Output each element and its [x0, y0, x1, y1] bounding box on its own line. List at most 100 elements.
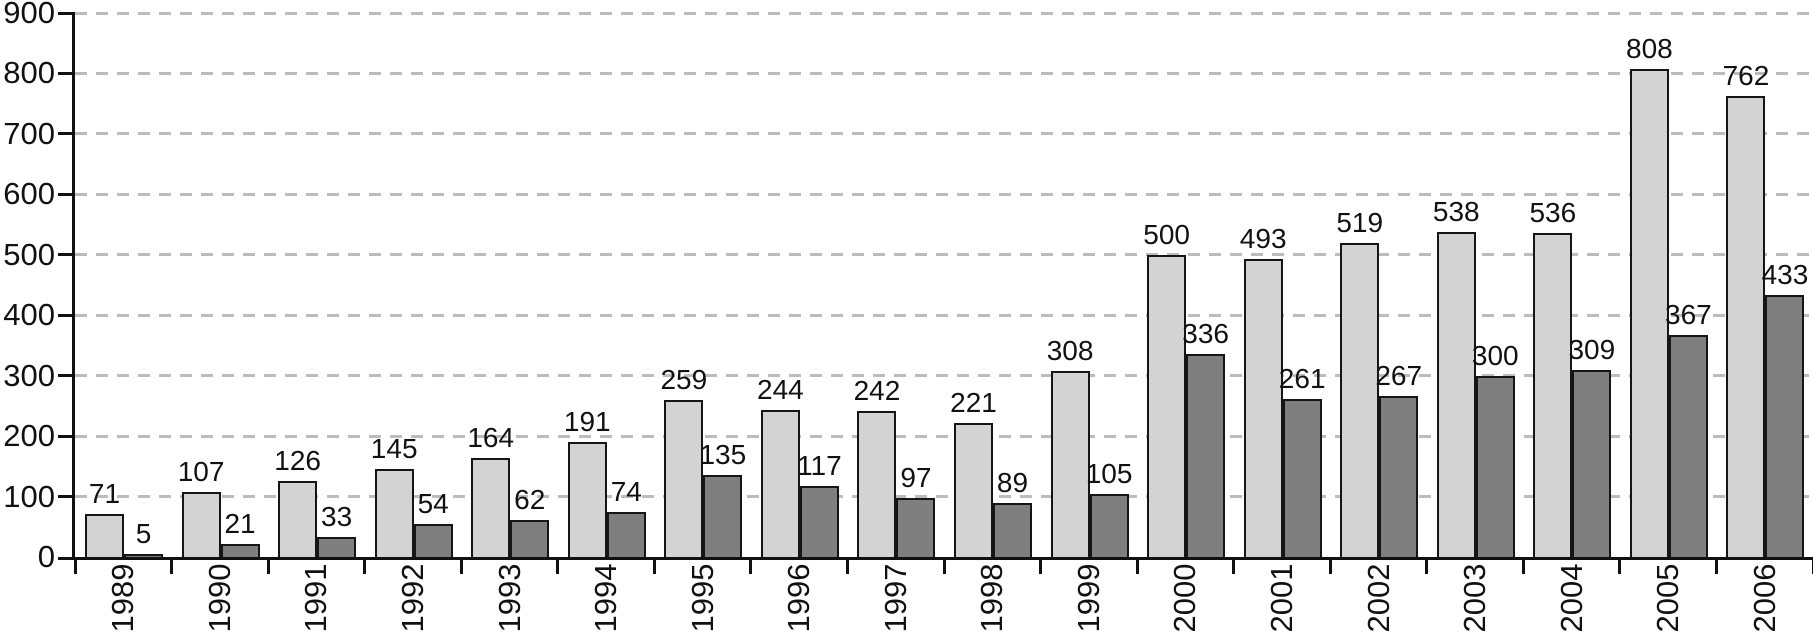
- bar-light-gray-series: [1050, 371, 1090, 557]
- x-axis-tick: [1328, 560, 1332, 574]
- bar-light-gray-series: [567, 442, 607, 557]
- y-tick-label: 100: [3, 478, 55, 514]
- x-tick-label: 2004: [1553, 563, 1589, 633]
- bar-light-gray-series: [664, 400, 704, 557]
- bar-value-label: 62: [514, 484, 546, 515]
- x-tick-label: 1992: [394, 563, 430, 633]
- bar-value-label: 117: [797, 450, 842, 481]
- bar-value-label: 367: [1665, 299, 1712, 330]
- bar-value-label: 308: [1046, 335, 1094, 366]
- bar-light-gray-series: [181, 492, 221, 557]
- gridline: [75, 132, 1813, 136]
- bar-dark-gray-series: [124, 554, 163, 557]
- x-axis-tick: [1425, 560, 1429, 574]
- bar-value-label: 74: [610, 476, 642, 507]
- bar-light-gray-series: [760, 410, 800, 557]
- y-axis-tick: [58, 374, 75, 378]
- gridline: [75, 434, 1813, 438]
- bar-value-label: 259: [660, 364, 708, 395]
- bar-dark-gray-series: [1186, 354, 1226, 557]
- bar-dark-gray-series: [317, 537, 357, 557]
- bar-light-gray-series: [1436, 232, 1476, 557]
- bar-value-label: 145: [370, 433, 418, 464]
- y-tick-label: 500: [3, 236, 55, 272]
- bar-dark-gray-series: [1475, 376, 1515, 557]
- x-tick-label: 1995: [684, 563, 720, 633]
- x-tick-label: 1997: [877, 563, 913, 633]
- bar-value-label: 493: [1239, 223, 1287, 254]
- bar-value-label: 538: [1432, 196, 1480, 227]
- x-axis-tick: [1618, 560, 1622, 574]
- bar-value-label: 21: [224, 508, 256, 539]
- x-axis-tick: [1811, 560, 1813, 574]
- bar-value-label: 261: [1278, 363, 1326, 394]
- bar-dark-gray-series: [993, 503, 1032, 557]
- bar-dark-gray-series: [606, 512, 646, 557]
- bar-dark-gray-series: [1668, 335, 1708, 557]
- bar-light-gray-series: [1340, 243, 1380, 557]
- bar-value-label: 336: [1182, 318, 1229, 349]
- x-tick-label: 2002: [1360, 563, 1396, 633]
- x-axis-tick: [459, 560, 463, 574]
- x-axis-tick: [266, 560, 270, 574]
- gridline: [75, 495, 1813, 499]
- bar-dark-gray-series: [896, 498, 936, 557]
- bar-dark-gray-series: [413, 524, 453, 557]
- bar-dark-gray-series: [1765, 295, 1805, 557]
- bar-value-label: 519: [1336, 207, 1384, 238]
- x-tick-label: 1998: [974, 563, 1010, 633]
- bar-light-gray-series: [85, 514, 124, 557]
- bar-light-gray-series: [954, 423, 993, 557]
- bar-light-gray-series: [1533, 233, 1573, 557]
- bar-light-gray-series: [1147, 255, 1187, 557]
- bar-dark-gray-series: [510, 520, 550, 557]
- bar-dark-gray-series: [1572, 370, 1612, 557]
- bar-dark-gray-series: [1089, 494, 1129, 557]
- bar-dark-gray-series: [703, 475, 743, 557]
- bar-value-label: 105: [1085, 458, 1133, 489]
- bar-value-label: 89: [996, 467, 1029, 498]
- y-tick-label: 200: [3, 418, 55, 454]
- y-axis-line: [72, 13, 75, 560]
- bar-light-gray-series: [1243, 259, 1283, 557]
- bar-value-label: 33: [321, 501, 353, 532]
- x-tick-label: 1999: [1070, 563, 1106, 633]
- x-axis-tick: [1135, 560, 1139, 574]
- bar-value-label: 71: [88, 478, 121, 509]
- x-tick-label: 1990: [201, 563, 237, 633]
- plot-area: 71 5 107 21 126 33 145 54 164 62 191 74 259 135 244 117…: [58, 11, 1813, 574]
- bar-dark-gray-series: [1379, 396, 1419, 557]
- y-axis-tick: [58, 11, 75, 15]
- x-tick-label: 2000: [1167, 563, 1203, 633]
- bar-value-label: 191: [563, 406, 611, 437]
- gridline: [75, 192, 1813, 196]
- x-axis-tick: [363, 560, 367, 574]
- bar-light-gray-series: [471, 458, 511, 557]
- gridline: [75, 71, 1813, 75]
- x-axis-line: [58, 557, 1813, 560]
- bar-light-gray-series: [1629, 69, 1669, 557]
- bar-dark-gray-series: [220, 544, 260, 557]
- bar-value-label: 164: [467, 422, 515, 453]
- y-tick-label: 400: [3, 297, 55, 333]
- x-tick-label: 2003: [1457, 563, 1493, 633]
- x-axis-tick: [73, 560, 77, 574]
- x-axis-tick: [1714, 560, 1718, 574]
- y-tick-label: 700: [3, 115, 55, 151]
- bar-value-label: 536: [1529, 197, 1577, 228]
- x-axis-tick: [1232, 560, 1236, 574]
- bar-value-label: 54: [417, 488, 449, 519]
- x-axis-tick: [652, 560, 656, 574]
- x-axis-tick: [942, 560, 946, 574]
- bar-value-label: 221: [950, 387, 997, 418]
- x-tick-label: 1994: [588, 563, 624, 633]
- y-axis-tick: [58, 434, 75, 438]
- x-tick-label: 2005: [1650, 563, 1686, 633]
- x-axis-tick: [170, 560, 174, 574]
- x-tick-label: 1993: [491, 563, 527, 633]
- bar-value-label: 762: [1722, 60, 1770, 91]
- y-axis-tick: [58, 253, 75, 257]
- gridline: [75, 11, 1813, 15]
- bar-light-gray-series: [374, 469, 414, 557]
